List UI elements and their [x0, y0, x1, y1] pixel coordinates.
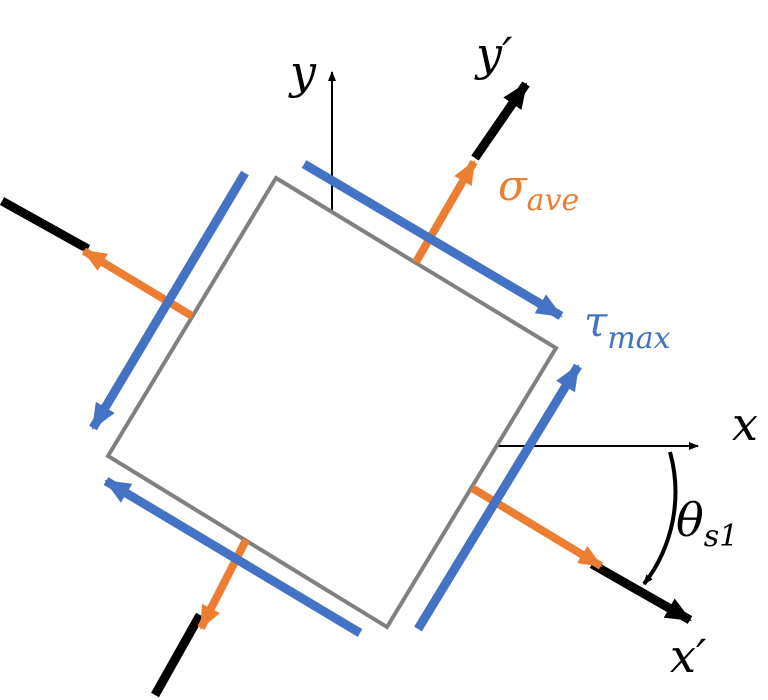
theta-symbol: θ	[676, 493, 704, 547]
shear-stress-arrow-left	[89, 170, 249, 431]
y-prime-axis-label: y′	[474, 27, 513, 81]
y-prime-axis	[471, 81, 530, 161]
sigma-subscript: ave	[527, 183, 580, 218]
tau-max-label: τmax	[584, 297, 671, 356]
shear-stress-arrow-right	[414, 363, 582, 632]
sigma-ave-label: σave	[498, 161, 579, 218]
shear-stress-arrow-bottom	[103, 477, 363, 637]
theta-s1-label: θs1	[676, 493, 738, 554]
normal-stress-arrow-left	[81, 247, 195, 320]
y-prime-axis-negative	[0, 197, 91, 253]
theta-subscript: s1	[704, 519, 738, 554]
normal-stress-arrow-top	[412, 159, 478, 265]
tau-symbol: τ	[584, 297, 608, 346]
angle-arc	[642, 451, 678, 586]
x-prime-axis	[589, 560, 693, 624]
y-axis-label: y	[288, 45, 317, 99]
normal-stress-arrow-bottom	[197, 538, 250, 630]
tau-subscript: max	[607, 321, 670, 356]
sigma-symbol: σ	[498, 161, 528, 210]
normal-stress-arrow-right	[469, 484, 604, 570]
x-prime-axis-negative	[151, 612, 204, 698]
shear-stress-arrow-top	[301, 160, 564, 320]
x-axis-label: x	[732, 397, 758, 451]
stress-element	[105, 175, 559, 630]
x-prime-axis-label: x′	[670, 629, 707, 683]
